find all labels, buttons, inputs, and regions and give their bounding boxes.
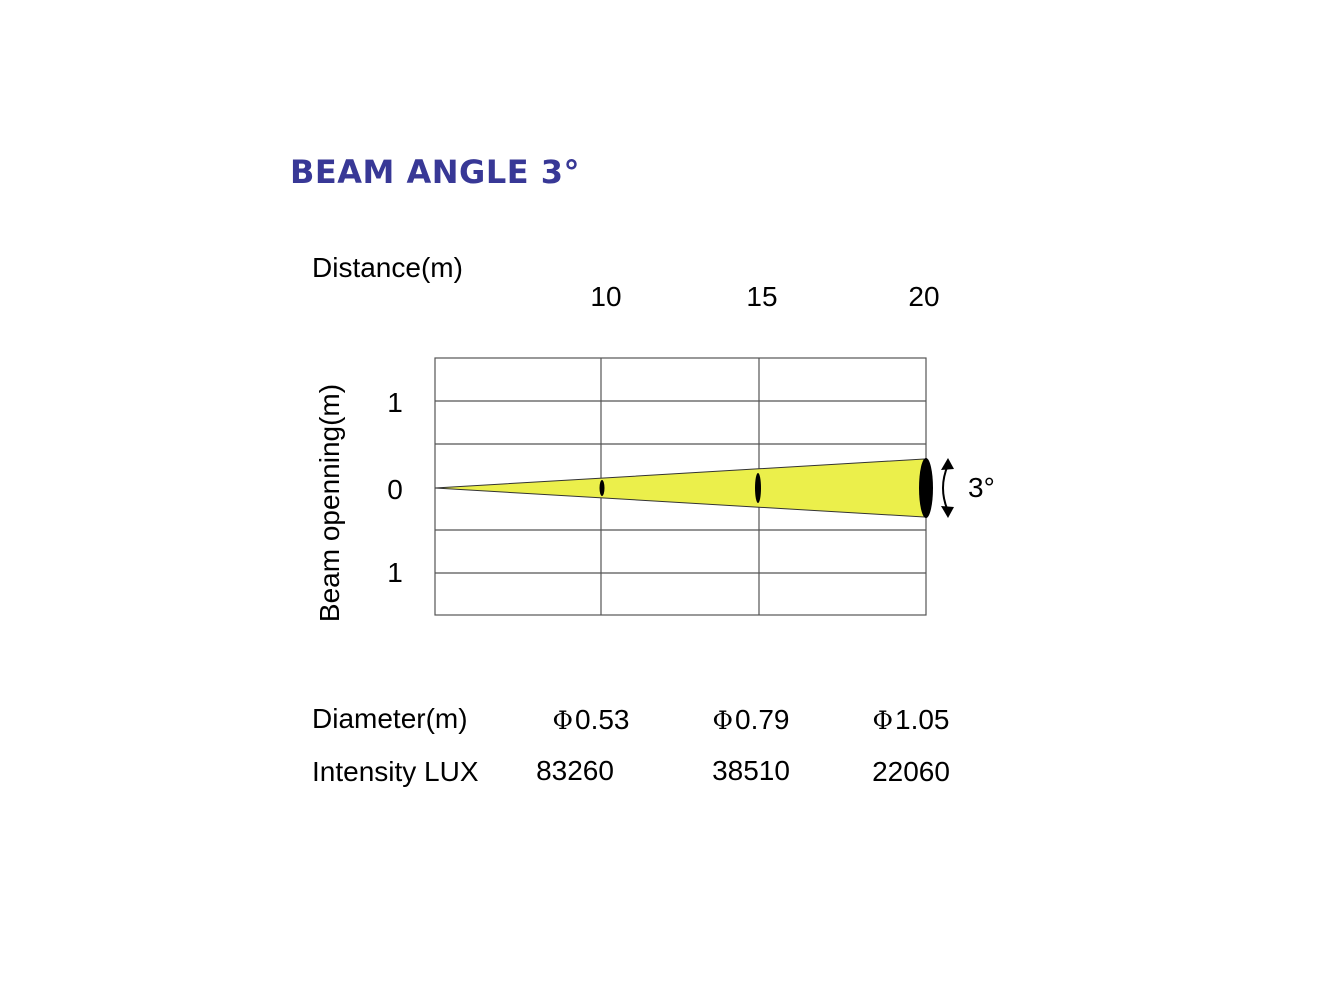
page-title: BEAM ANGLE 3° <box>290 153 580 191</box>
diameter-value: 1.05 <box>895 704 950 735</box>
diameter-label: Diameter(m) <box>312 703 468 734</box>
distance-label: Distance(m) <box>312 252 463 283</box>
phi-symbol: Φ <box>552 706 574 735</box>
diameter-value: 0.79 <box>735 704 790 735</box>
distance-tick-20: 20 <box>908 281 940 312</box>
grid <box>434 357 927 616</box>
beam-section-10m <box>599 480 605 496</box>
diameter-value: 0.53 <box>575 704 630 735</box>
beam-section-20m <box>919 458 933 518</box>
intensity-20m: 22060 <box>872 756 950 787</box>
beam-cone <box>434 458 925 518</box>
beam-tick-center: 0 <box>387 474 403 505</box>
beam-tick-bottom: 1 <box>387 557 403 588</box>
diameter-20m: Φ1.05 <box>873 706 950 734</box>
diameter-15m: Φ0.79 <box>713 706 790 734</box>
distance-tick-10: 10 <box>590 281 622 312</box>
beam-tick-top: 1 <box>387 387 403 418</box>
beam-section-15m <box>755 473 761 503</box>
angle-arrow-icon <box>941 458 954 518</box>
angle-label: 3° <box>968 472 995 503</box>
phi-symbol: Φ <box>712 706 734 735</box>
intensity-10m: 83260 <box>536 755 614 786</box>
intensity-label: Intensity LUX <box>312 756 479 787</box>
diameter-10m: Φ0.53 <box>553 706 630 734</box>
intensity-15m: 38510 <box>712 755 790 786</box>
phi-symbol: Φ <box>872 706 894 735</box>
distance-tick-15: 15 <box>746 281 778 312</box>
